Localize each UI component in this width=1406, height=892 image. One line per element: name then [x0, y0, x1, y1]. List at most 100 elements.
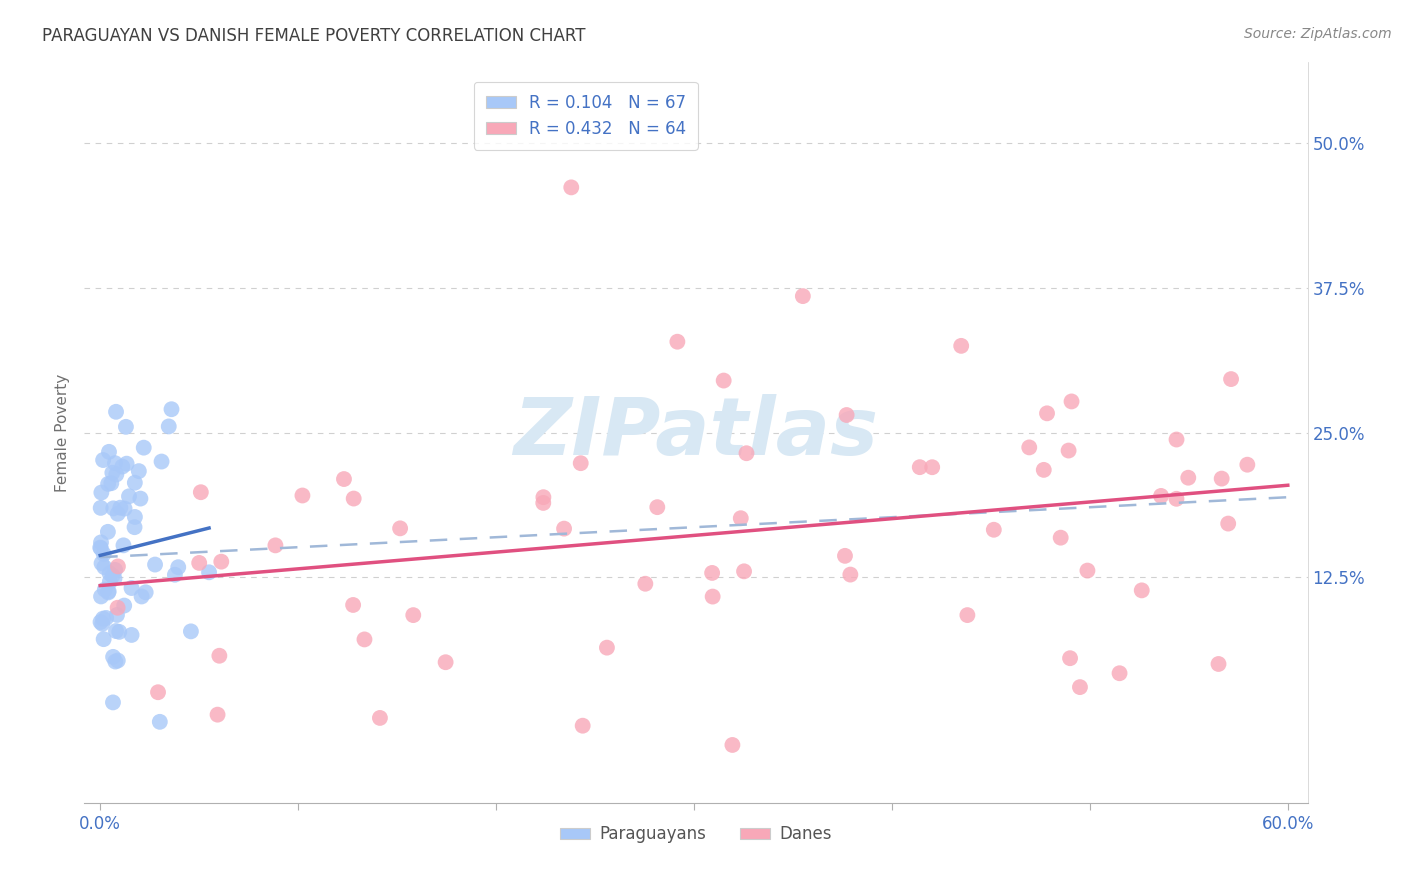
Point: [103, 501, 125, 516]
Point: [128, 464, 150, 478]
Point: [983, 523, 1005, 537]
Point: [107, 600, 129, 615]
Point: [560, 180, 582, 194]
Point: [180, 624, 202, 639]
Point: [389, 521, 412, 535]
Point: [108, 624, 131, 639]
Text: PARAGUAYAN VS DANISH FEMALE POVERTY CORRELATION CHART: PARAGUAYAN VS DANISH FEMALE POVERTY CORR…: [42, 27, 586, 45]
Point: [1220, 372, 1243, 386]
Point: [104, 655, 127, 669]
Point: [118, 489, 141, 503]
Y-axis label: Female Poverty: Female Poverty: [55, 374, 70, 491]
Point: [104, 563, 127, 577]
Point: [149, 714, 172, 729]
Point: [634, 576, 657, 591]
Point: [91, 611, 114, 625]
Point: [105, 467, 128, 482]
Point: [956, 608, 979, 623]
Point: [104, 456, 127, 470]
Point: [91, 616, 114, 631]
Point: [93, 632, 115, 647]
Point: [100, 476, 122, 491]
Point: [143, 558, 166, 572]
Point: [112, 599, 135, 613]
Point: [333, 472, 356, 486]
Point: [98, 574, 121, 589]
Point: [107, 559, 129, 574]
Point: [839, 567, 862, 582]
Point: [921, 460, 943, 475]
Point: [1211, 472, 1233, 486]
Point: [713, 374, 735, 388]
Point: [792, 289, 814, 303]
Point: [596, 640, 619, 655]
Point: [207, 707, 229, 722]
Point: [531, 490, 554, 504]
Point: [733, 564, 755, 578]
Point: [90, 556, 112, 570]
Point: [98, 445, 121, 459]
Point: [1150, 489, 1173, 503]
Point: [835, 408, 858, 422]
Point: [115, 420, 138, 434]
Point: [1130, 583, 1153, 598]
Point: [291, 488, 314, 502]
Point: [1177, 471, 1199, 485]
Point: [188, 556, 211, 570]
Point: [1032, 463, 1054, 477]
Point: [97, 585, 120, 599]
Point: [1049, 531, 1071, 545]
Point: [160, 402, 183, 417]
Point: [97, 584, 120, 599]
Point: [645, 500, 668, 515]
Point: [101, 466, 124, 480]
Point: [1108, 666, 1130, 681]
Point: [121, 581, 143, 595]
Point: [101, 695, 124, 709]
Point: [90, 615, 112, 629]
Point: [402, 608, 425, 623]
Point: [101, 568, 124, 582]
Point: [342, 598, 364, 612]
Point: [110, 500, 132, 515]
Point: [1059, 651, 1081, 665]
Point: [1076, 564, 1098, 578]
Point: [531, 496, 554, 510]
Point: [90, 590, 112, 604]
Point: [129, 491, 152, 506]
Point: [208, 648, 231, 663]
Point: [163, 567, 186, 582]
Point: [90, 541, 112, 556]
Legend: Paraguayans, Danes: Paraguayans, Danes: [553, 819, 839, 850]
Point: [1018, 441, 1040, 455]
Point: [1218, 516, 1240, 531]
Point: [730, 511, 752, 525]
Point: [89, 541, 111, 555]
Point: [91, 453, 114, 467]
Point: [90, 500, 112, 515]
Point: [97, 477, 120, 491]
Point: [666, 334, 689, 349]
Point: [908, 460, 931, 475]
Point: [124, 520, 146, 534]
Point: [1036, 406, 1059, 420]
Point: [190, 485, 212, 500]
Point: [124, 475, 146, 490]
Point: [98, 566, 121, 581]
Point: [104, 624, 127, 638]
Point: [105, 405, 128, 419]
Point: [94, 582, 117, 597]
Point: [93, 547, 115, 561]
Point: [90, 535, 112, 549]
Point: [167, 560, 190, 574]
Point: [353, 632, 375, 647]
Point: [198, 566, 221, 580]
Point: [132, 441, 155, 455]
Point: [721, 738, 744, 752]
Point: [111, 459, 134, 474]
Point: [702, 590, 724, 604]
Point: [114, 501, 136, 516]
Point: [834, 549, 856, 563]
Point: [368, 711, 391, 725]
Point: [103, 572, 125, 586]
